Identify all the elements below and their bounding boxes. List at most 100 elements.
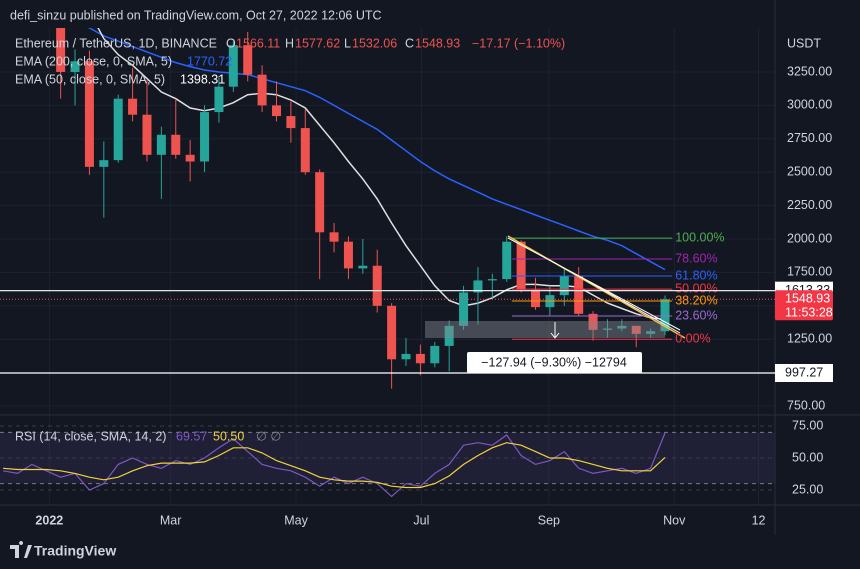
measure-arrow-head bbox=[550, 332, 560, 339]
countdown: 11:53:28 bbox=[785, 306, 833, 320]
candle-body bbox=[257, 74, 267, 106]
candle-body bbox=[128, 98, 138, 115]
x-tick-label: 12 bbox=[752, 513, 766, 527]
candle-body bbox=[185, 154, 195, 162]
candle-body bbox=[487, 279, 497, 281]
candle-body bbox=[329, 232, 339, 242]
candle-body bbox=[99, 160, 109, 167]
price-label-box bbox=[775, 364, 833, 383]
trendline bbox=[507, 237, 681, 331]
y-tick-label: 3250.00 bbox=[787, 64, 832, 78]
last-price-box bbox=[775, 290, 833, 321]
y-tick-label: 2750.00 bbox=[787, 131, 832, 145]
trendline bbox=[567, 269, 681, 334]
measure-label: −127.94 (−9.30%) −12794 bbox=[481, 355, 627, 369]
x-tick-label: May bbox=[284, 513, 308, 527]
candle-body bbox=[617, 325, 627, 329]
fib-label: 0.00% bbox=[675, 332, 710, 346]
legend-h: 1577.62 bbox=[295, 36, 340, 50]
rsi-tick-label: 75.00 bbox=[792, 418, 823, 432]
legend-c: 1548.93 bbox=[415, 36, 460, 50]
symbol-title: Ethereum / TetherUS, 1D, BINANCE bbox=[15, 36, 217, 50]
y-tick-label: 750.00 bbox=[787, 398, 825, 412]
ema-line bbox=[97, 28, 666, 321]
rsi-sma-line bbox=[3, 442, 666, 489]
candle-body bbox=[660, 299, 670, 332]
candle-body bbox=[430, 345, 440, 364]
candle-body bbox=[200, 112, 210, 162]
candle-body bbox=[228, 45, 238, 87]
y-tick-label: 2500.00 bbox=[787, 164, 832, 178]
candle-body bbox=[113, 98, 123, 161]
drawings bbox=[425, 235, 686, 339]
x-tick-label: Nov bbox=[663, 513, 686, 527]
legend-l: 1532.06 bbox=[352, 36, 397, 50]
fib-label: 61.80% bbox=[675, 268, 717, 282]
rsi-lines bbox=[2, 432, 666, 498]
fib-label: 23.60% bbox=[675, 308, 717, 322]
fib-label: 50.00% bbox=[675, 281, 717, 295]
currency-label: USDT bbox=[787, 36, 821, 50]
candle-body bbox=[315, 172, 325, 233]
brand-logo bbox=[10, 541, 32, 558]
rsi-extra: ∅ ∅ bbox=[256, 429, 281, 443]
candle-body bbox=[84, 61, 94, 167]
candle-body bbox=[286, 116, 296, 129]
candle-body bbox=[502, 241, 512, 280]
candle-body bbox=[343, 241, 353, 269]
ema200-name: EMA (200, close, 0, SMA, 5) bbox=[15, 54, 172, 68]
candle-body bbox=[156, 134, 166, 155]
candle-body bbox=[214, 86, 224, 113]
candle-body bbox=[401, 353, 411, 360]
rsi-tick-label: 25.00 bbox=[792, 482, 823, 496]
candle-body bbox=[444, 325, 454, 346]
fib-label: 100.00% bbox=[675, 230, 724, 244]
legend-change: −17.17 (−1.10%) bbox=[472, 36, 565, 50]
candle-body bbox=[56, 28, 66, 72]
candle-body bbox=[574, 276, 584, 314]
fib-label: 78.60% bbox=[675, 251, 717, 265]
candle-body bbox=[70, 61, 80, 72]
y-tick-label: 3000.00 bbox=[787, 98, 832, 112]
rsi-tick-label: 50.00 bbox=[792, 450, 823, 464]
candle-body bbox=[559, 276, 569, 296]
candle-body bbox=[602, 328, 612, 330]
candle-body bbox=[142, 114, 152, 155]
ema-line bbox=[87, 28, 666, 271]
rsi-name: RSI (14, close, SMA, 14, 2) bbox=[15, 429, 166, 443]
candle-body bbox=[531, 289, 541, 308]
legend-l-label: L bbox=[344, 36, 351, 50]
candle-body bbox=[387, 305, 397, 360]
candle-body bbox=[415, 353, 425, 364]
legend-h-label: H bbox=[285, 36, 294, 50]
measure-label-box bbox=[467, 352, 642, 373]
price-label: 997.27 bbox=[785, 365, 823, 379]
x-tick-label: 2022 bbox=[35, 513, 63, 527]
candle-body bbox=[171, 134, 181, 155]
candle-body bbox=[516, 241, 526, 290]
candle-body bbox=[243, 45, 253, 75]
candle-body bbox=[459, 292, 469, 326]
candle-body bbox=[646, 331, 656, 334]
ema50-name: EMA (50, close, 0, SMA, 5) bbox=[15, 72, 165, 86]
ema50-value: 1398.31 bbox=[180, 72, 225, 86]
x-tick-label: Jul bbox=[413, 513, 429, 527]
rsi-value: 69.57 bbox=[176, 429, 207, 443]
rsi-sma-value: 50.50 bbox=[213, 429, 244, 443]
trendline bbox=[507, 235, 686, 339]
last-price: 1548.93 bbox=[785, 292, 830, 306]
legend-o-label: O bbox=[226, 36, 236, 50]
y-tick-label: 1250.00 bbox=[787, 332, 832, 346]
measure-box bbox=[425, 321, 665, 338]
legend-o: 1566.11 bbox=[236, 36, 280, 50]
main-pane bbox=[56, 28, 673, 389]
x-tick-label: Mar bbox=[160, 513, 182, 527]
y-tick-label: 2000.00 bbox=[787, 231, 832, 245]
candle-body bbox=[271, 105, 281, 117]
x-tick-label: Sep bbox=[538, 513, 560, 527]
ema200-value: 1770.72 bbox=[187, 54, 232, 68]
legend-c-label: C bbox=[405, 36, 414, 50]
candle-body bbox=[588, 313, 598, 330]
